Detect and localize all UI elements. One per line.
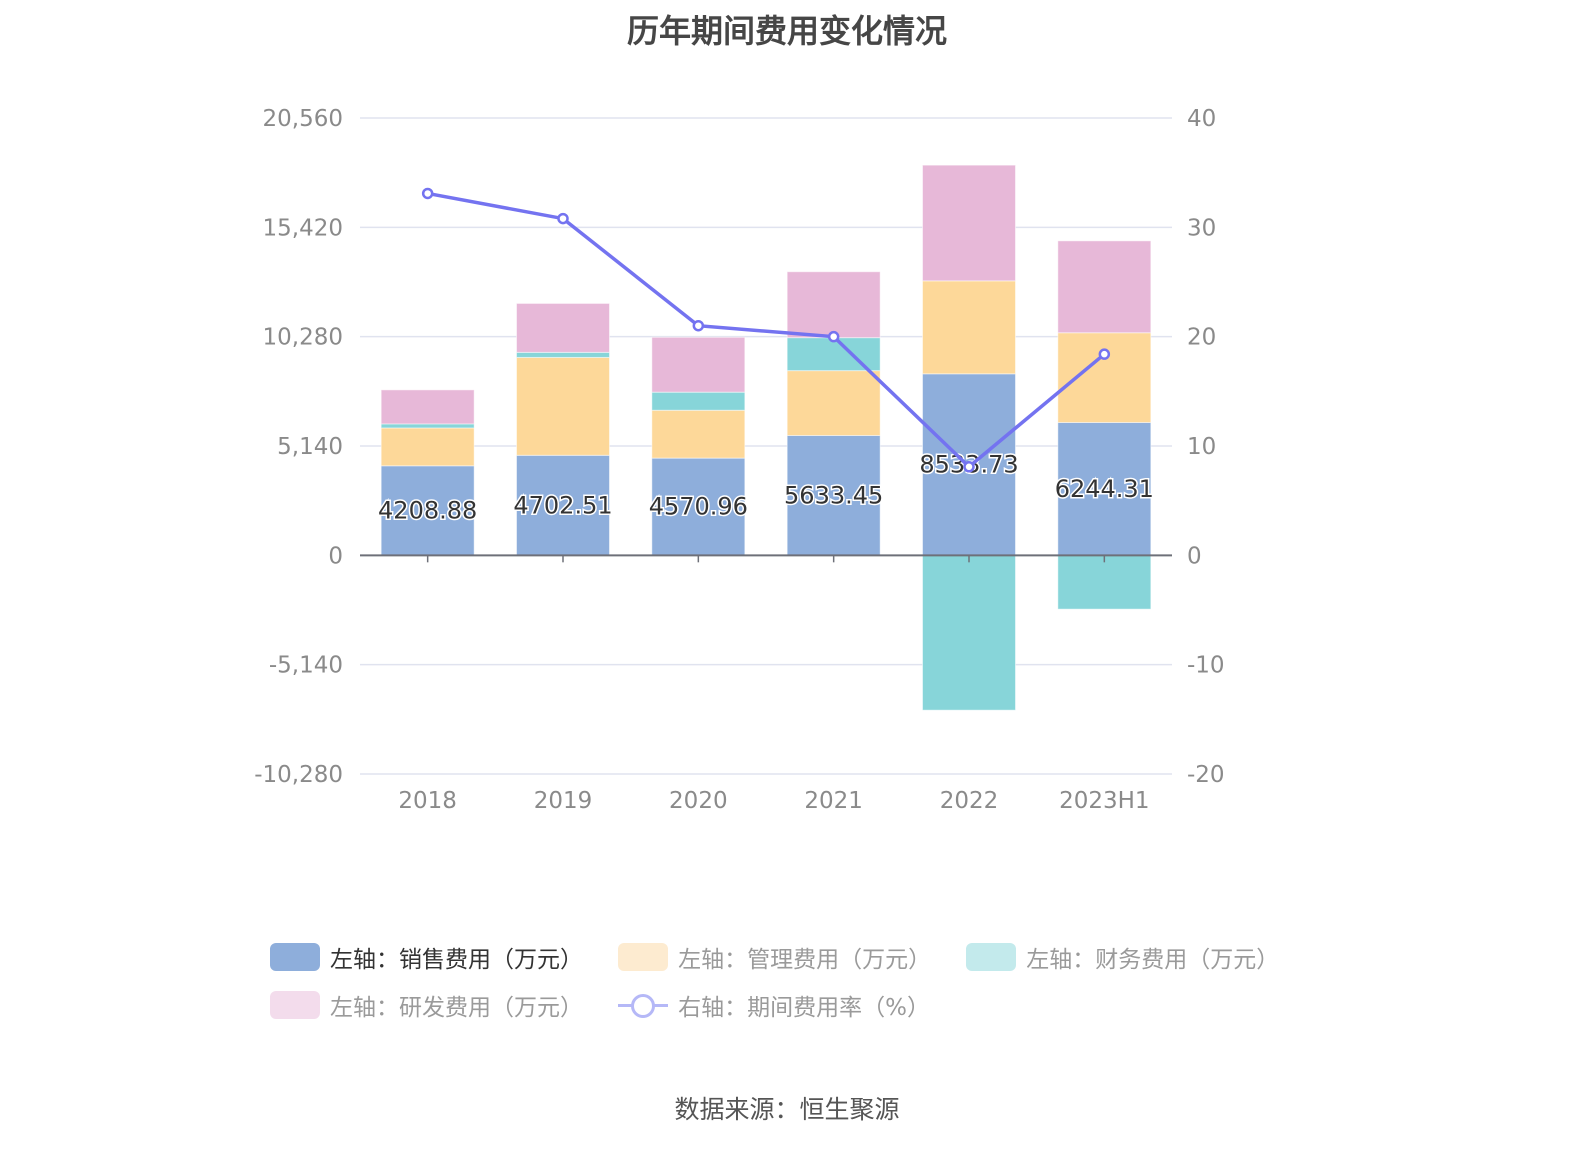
x-axis-tick-label: 2021	[804, 788, 863, 814]
bar-segment	[651, 409, 746, 459]
right-axis-tick-label: 10	[1187, 434, 1216, 460]
x-axis-tick-label: 2020	[669, 788, 728, 814]
legend: 左轴：销售费用（万元） 左轴：管理费用（万元） 左轴：财务费用（万元） 左轴：研…	[270, 940, 1310, 1036]
right-axis-tick-label: 30	[1187, 215, 1216, 241]
right-axis-tick-label: 20	[1187, 325, 1216, 351]
bar-segment	[922, 280, 1016, 375]
legend-label: 左轴：销售费用（万元）	[330, 947, 583, 973]
bar-segment	[786, 370, 881, 437]
bar-data-label: 4702.51	[513, 491, 612, 519]
bar-segment	[922, 554, 1016, 711]
left-axis-tick-label: 5,140	[277, 434, 343, 460]
rate-point	[421, 187, 434, 200]
x-axis-tick-label: 2023H1	[1059, 788, 1149, 814]
rate-point	[557, 212, 569, 225]
right-axis-tick-label: 0	[1187, 543, 1202, 569]
legend-item-rd[interactable]: 左轴：研发费用（万元）	[270, 988, 583, 1022]
bar-segment	[651, 336, 746, 393]
legend-line-icon	[618, 991, 669, 1019]
legend-label: 左轴：研发费用（万元）	[330, 995, 583, 1021]
chart-svg: 20,560 15,420 10,280 5,140 0 -5,140 -10,280 40 3…	[254, 106, 1225, 814]
bar-segment	[1057, 240, 1152, 334]
data-source: 数据来源：恒生聚源	[674, 1095, 900, 1124]
rate-line	[427, 191, 1106, 470]
rate-point	[827, 330, 840, 343]
rate-point	[692, 319, 705, 332]
legend-label: 左轴：财务费用（万元）	[1026, 947, 1280, 973]
legend-swatch-sales	[270, 943, 320, 971]
bar-segment	[922, 164, 1016, 282]
bar-segment	[516, 356, 610, 456]
bar-segment	[380, 465, 475, 556]
bar-data-label: 6244.31	[1055, 475, 1154, 503]
legend-item-admin[interactable]: 左轴：管理费用（万元）	[618, 940, 931, 974]
legend-swatch-rd	[270, 991, 320, 1019]
bar-segment	[1057, 554, 1152, 610]
x-axis-tick-label: 2022	[940, 788, 999, 814]
x-axis-tick-label: 2019	[534, 788, 593, 814]
bar-segment	[516, 351, 610, 358]
bar-segment	[380, 389, 475, 425]
legend-label: 左轴：管理费用（万元）	[678, 947, 932, 973]
left-axis-tick-label: -5,140	[269, 653, 343, 679]
left-axis-tick-label: 15,420	[263, 215, 343, 241]
legend-swatch-admin	[618, 943, 669, 971]
chart-title: 历年期间费用变化情况	[626, 12, 947, 50]
right-axis-tick-label: -20	[1187, 762, 1225, 788]
legend-swatch-finance	[966, 943, 1017, 971]
legend-label: 右轴：期间费用率（%）	[678, 995, 930, 1021]
legend-item-sales[interactable]: 左轴：销售费用（万元）	[270, 940, 583, 974]
bar-segment	[786, 271, 881, 339]
bar-data-label: 4570.96	[649, 493, 748, 521]
rate-point	[1098, 348, 1111, 360]
bar-data-label: 4208.88	[378, 497, 477, 525]
bar-data-label: 5633.45	[784, 481, 883, 509]
bar-segment	[1057, 332, 1152, 424]
bar-segment	[516, 302, 610, 353]
rate-point	[963, 461, 975, 473]
left-axis-tick-label: -10,280	[254, 762, 343, 788]
bar-segment	[380, 427, 475, 467]
x-axis-tick-label: 2018	[398, 788, 457, 814]
legend-item-finance[interactable]: 左轴：财务费用（万元）	[966, 940, 1279, 974]
left-axis-tick-label: 20,560	[263, 106, 343, 132]
bar-segment	[380, 423, 475, 429]
left-axis-tick-label: 0	[328, 543, 343, 569]
left-axis-tick-label: 10,280	[263, 325, 343, 351]
bar-segment	[651, 391, 746, 411]
legend-item-rate[interactable]: 右轴：期间费用率（%）	[618, 988, 930, 1022]
right-axis-tick-label: -10	[1187, 653, 1225, 679]
right-axis-tick-label: 40	[1187, 106, 1216, 132]
